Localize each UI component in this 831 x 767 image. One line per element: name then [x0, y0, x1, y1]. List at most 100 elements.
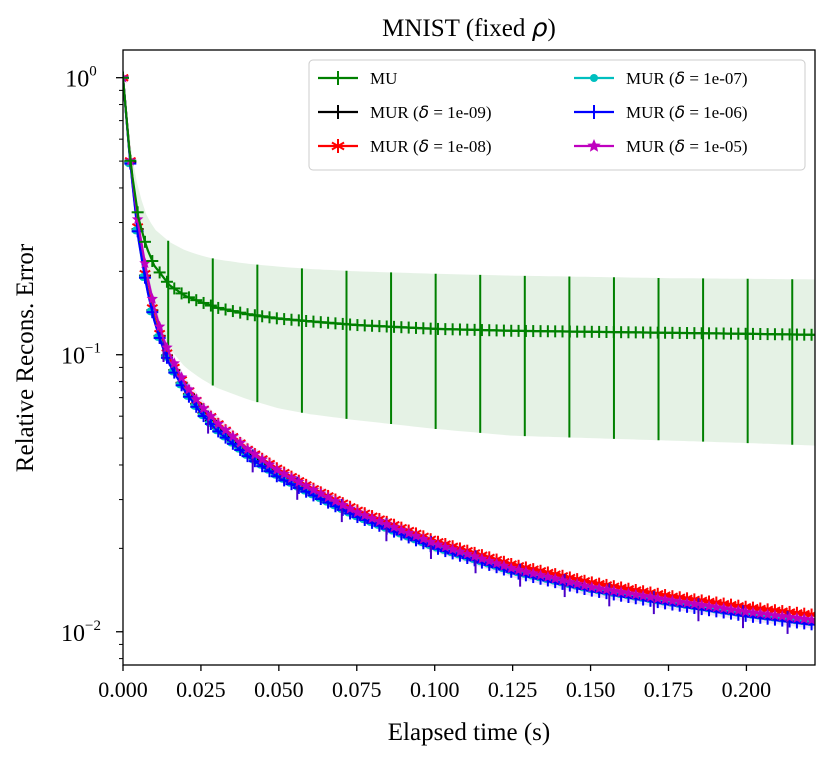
series-marker-MUR-1e-05 — [395, 524, 408, 536]
series-marker-MUR-1e-05 — [490, 557, 503, 569]
series-marker-MUR-1e-05-shape — [798, 613, 810, 624]
series-marker-MUR-1e-05 — [205, 410, 217, 422]
series-marker-MUR-1e-05-shape — [139, 257, 151, 269]
series-marker-MUR-1e-05 — [234, 437, 246, 448]
series-marker-MUR-1e-05-shape — [534, 569, 547, 581]
series-marker-MUR-1e-05 — [197, 402, 210, 414]
series-marker-MUR-1e-05-shape — [175, 371, 188, 383]
series-marker-MUR-1e-06 — [212, 425, 225, 438]
y-tick-label: 10−1 — [61, 341, 101, 370]
series-marker-MUR-1e-05 — [432, 538, 444, 550]
series-marker-MUR-1e-05-shape — [696, 599, 708, 610]
series-marker-MUR-1e-05-shape — [366, 512, 378, 524]
series-marker-MUR-1e-05-shape — [381, 518, 393, 530]
series-marker-MUR-1e-05-shape — [703, 600, 715, 612]
series-marker-MUR-1e-05-shape — [432, 538, 444, 550]
series-marker-MUR-1e-05 — [212, 417, 224, 429]
legend-marker-MUR-1e-08 — [331, 139, 345, 153]
series-marker-MU — [124, 154, 137, 167]
series-marker-MUR-1e-05 — [439, 541, 451, 552]
series-marker-MUR-1e-05-shape — [439, 541, 451, 552]
series-marker-MUR-1e-05-shape — [278, 468, 290, 479]
legend-box — [308, 59, 806, 171]
series-marker-MU — [219, 303, 232, 316]
series-marker-MU — [131, 206, 144, 219]
series-marker-MUR-1e-05-shape — [776, 610, 788, 622]
series-marker-MUR-1e-05-shape — [146, 292, 158, 304]
series-marker-MUR-1e-05-shape — [542, 571, 554, 582]
series-marker-MUR-1e-05 — [798, 613, 810, 624]
legend-label-MUR-1e-05: MUR (δ = 1e-05) — [626, 137, 748, 157]
series-marker-MUR-1e-05-shape — [476, 552, 488, 564]
series-marker-MUR-1e-08-arm — [123, 76, 129, 82]
series-marker-MUR-1e-05 — [476, 552, 488, 564]
series-marker-MUR-1e-05 — [600, 583, 613, 595]
series-marker-MUR-1e-05 — [505, 562, 517, 573]
series-marker-MUR-1e-05-shape — [315, 487, 327, 499]
series-marker-MU — [263, 311, 276, 324]
series-marker-MUR-1e-05-shape — [183, 383, 195, 395]
series-marker-MUR-1e-05 — [161, 341, 173, 353]
series-marker-MUR-1e-05-shape — [263, 458, 276, 470]
series-marker-MUR-1e-05 — [381, 518, 393, 530]
series-marker-MUR-1e-05 — [256, 453, 268, 465]
series-marker-MUR-1e-05 — [769, 609, 781, 621]
series-marker-MUR-1e-05 — [710, 601, 722, 613]
series-marker-MUR-1e-05-shape — [739, 605, 752, 617]
series-marker-MU — [138, 235, 151, 248]
series-marker-MUR-1e-05-shape — [659, 593, 671, 605]
series-marker-MUR-1e-05 — [271, 463, 283, 475]
series-marker-MUR-1e-05 — [578, 579, 591, 591]
legend-marker-MUR-1e-05 — [587, 139, 601, 152]
series-marker-MUR-1e-05 — [586, 581, 598, 593]
series-marker-MUR-1e-05 — [630, 588, 642, 600]
series-marker-MUR-1e-05 — [461, 548, 473, 559]
series-marker-MUR-1e-05-shape — [446, 543, 459, 555]
x-tick-label: 0.175 — [644, 677, 694, 702]
series-marker-MUR-1e-05-shape — [410, 530, 422, 541]
series-marker-MUR-1e-05-shape — [674, 595, 686, 607]
legend-marker-MUR-1e-07 — [590, 74, 598, 82]
series-marker-MUR-1e-06 — [241, 450, 254, 463]
series-marker-MUR-1e-05-shape — [351, 506, 364, 518]
series-marker-MUR-1e-05 — [446, 543, 459, 555]
series-marker-MUR-1e-05 — [732, 604, 744, 616]
legend-label-MUR-1e-08: MUR (δ = 1e-08) — [370, 137, 492, 157]
series-marker-MUR-1e-05-shape — [732, 604, 744, 616]
series-marker-MUR-1e-05 — [549, 572, 561, 584]
series-marker-MU — [123, 71, 129, 84]
series-marker-MUR-1e-05-shape — [783, 611, 796, 622]
series-marker-MUR-1e-05-shape — [197, 402, 210, 414]
series-marker-MU — [153, 266, 166, 279]
series-marker-MUR-1e-05-shape — [615, 586, 627, 598]
series-marker-MUR-1e-05-shape — [512, 564, 525, 575]
series-marker-MUR-1e-05-shape — [681, 597, 693, 608]
y-tick-label: 100 — [65, 64, 97, 93]
y-axis: 100 10−1 10−2 — [61, 64, 123, 660]
series-marker-MUR-1e-05-shape — [652, 592, 664, 604]
legend-marker-MUR-1e-07-dot — [590, 74, 598, 82]
series-marker-MUR-1e-05-shape — [483, 555, 495, 566]
x-axis: 0.000 0.025 0.050 0.075 0.100 0.125 0.150 0.175… — [98, 665, 771, 702]
series-marker-MU — [234, 306, 247, 319]
series-marker-MUR-1e-05-shape — [710, 601, 722, 613]
series-marker-MUR-1e-05 — [666, 594, 679, 606]
series-marker-MUR-1e-05 — [659, 593, 671, 605]
series-marker-MUR-1e-05 — [359, 509, 371, 521]
series-marker-MUR-1e-05 — [249, 448, 261, 460]
series-marker-MUR-1e-05 — [542, 571, 554, 582]
series-marker-MUR-1e-05 — [622, 587, 635, 599]
series-marker-MUR-1e-05-shape — [564, 576, 576, 587]
series-marker-MUR-1e-05 — [608, 585, 620, 596]
series-marker-MUR-1e-05-shape — [637, 589, 649, 601]
series-marker-MUR-1e-05-shape — [241, 443, 254, 455]
series-marker-MUR-1e-06 — [226, 437, 239, 450]
series-marker-MUR-1e-05-shape — [586, 581, 598, 593]
series-marker-MUR-1e-05-shape — [754, 607, 766, 619]
x-tick-label: 0.125 — [488, 677, 538, 702]
series-marker-MUR-1e-05-shape — [395, 524, 408, 536]
series-marker-MUR-1e-05-shape — [688, 598, 701, 609]
series-marker-MUR-1e-05-shape — [725, 603, 737, 615]
x-tick-label: 0.000 — [98, 677, 148, 702]
